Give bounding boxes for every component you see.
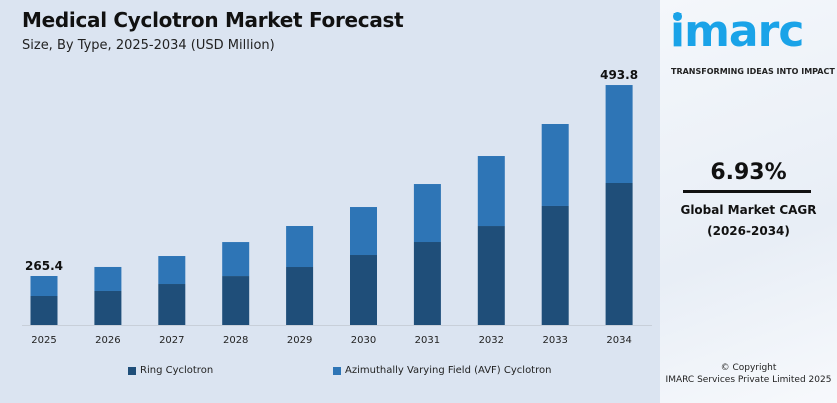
chart-subtitle: Size, By Type, 2025-2034 (USD Million)	[22, 38, 275, 53]
bar-avf-2026	[94, 266, 122, 291]
bar-ring-2031	[413, 242, 441, 325]
bar-ring-2027	[158, 284, 186, 325]
bar-ring-2028	[222, 276, 250, 325]
bar-ring-2029	[286, 267, 314, 325]
bar-avf-2030	[350, 207, 377, 256]
x-tick-label: 2029	[287, 335, 312, 346]
cagr-label-text: Global Market CAGR	[680, 203, 817, 217]
legend-ring: Ring Cyclotron	[128, 365, 213, 376]
bar-ring-2025	[30, 295, 58, 325]
bar-avf-2033	[541, 123, 569, 206]
x-tick-label: 2031	[415, 335, 440, 346]
legend-swatch-ring	[128, 366, 136, 375]
bar-avf-2027	[158, 256, 186, 285]
x-tick-label: 2026	[95, 335, 120, 346]
bar-avf-2025	[30, 276, 58, 296]
bar-ring-2030	[350, 255, 377, 325]
company-name: IMARC Services Private Limited 2025	[665, 375, 832, 385]
logo-dot	[673, 12, 682, 21]
cagr-label: Global Market CAGR (2026-2034)	[660, 200, 837, 242]
copyright: © Copyright IMARC Services Private Limite…	[660, 362, 837, 386]
bar-avf-2031	[413, 184, 441, 243]
data-label: 493.8	[600, 68, 638, 82]
legend-avf: Azimuthally Varying Field (AVF) Cyclotro…	[333, 365, 551, 376]
bar-ring-2034	[605, 183, 633, 325]
side-panel: imarc TRANSFORMING IDEAS INTO IMPACT 6.9…	[660, 0, 837, 403]
x-tick-label: 2032	[479, 335, 504, 346]
divider	[683, 190, 811, 193]
legend-swatch-avf	[333, 366, 341, 375]
x-tick-label: 2034	[606, 335, 631, 346]
x-tick-label: 2033	[542, 335, 567, 346]
legend-label: Azimuthally Varying Field (AVF) Cyclotro…	[345, 365, 552, 376]
data-label: 265.4	[25, 259, 63, 273]
bar-ring-2026	[94, 290, 122, 325]
cagr-period: (2026-2034)	[707, 224, 790, 238]
x-tick-label: 2030	[351, 335, 376, 346]
bar-chart: 2025 265.4 2026 2027 2028 2029 2030 2031 2032 203…	[22, 68, 652, 346]
legend-label: Ring Cyclotron	[140, 365, 214, 376]
bar-avf-2028	[222, 242, 250, 277]
chart-title: Medical Cyclotron Market Forecast	[22, 8, 404, 32]
imarc-logo: imarc	[670, 6, 804, 57]
bar-ring-2033	[541, 205, 569, 325]
chart-panel: Medical Cyclotron Market Forecast Size, …	[0, 0, 660, 403]
x-tick-label: 2027	[159, 335, 184, 346]
bar-avf-2032	[477, 156, 505, 227]
copyright-text: © Copyright	[720, 363, 777, 373]
tagline: TRANSFORMING IDEAS INTO IMPACT	[671, 67, 835, 76]
bar-avf-2029	[286, 226, 314, 268]
bar-ring-2032	[477, 226, 505, 325]
x-tick-label: 2025	[31, 335, 56, 346]
bar-avf-2034	[605, 85, 633, 184]
x-tick-label: 2028	[223, 335, 248, 346]
cagr-value: 6.93%	[710, 160, 787, 185]
